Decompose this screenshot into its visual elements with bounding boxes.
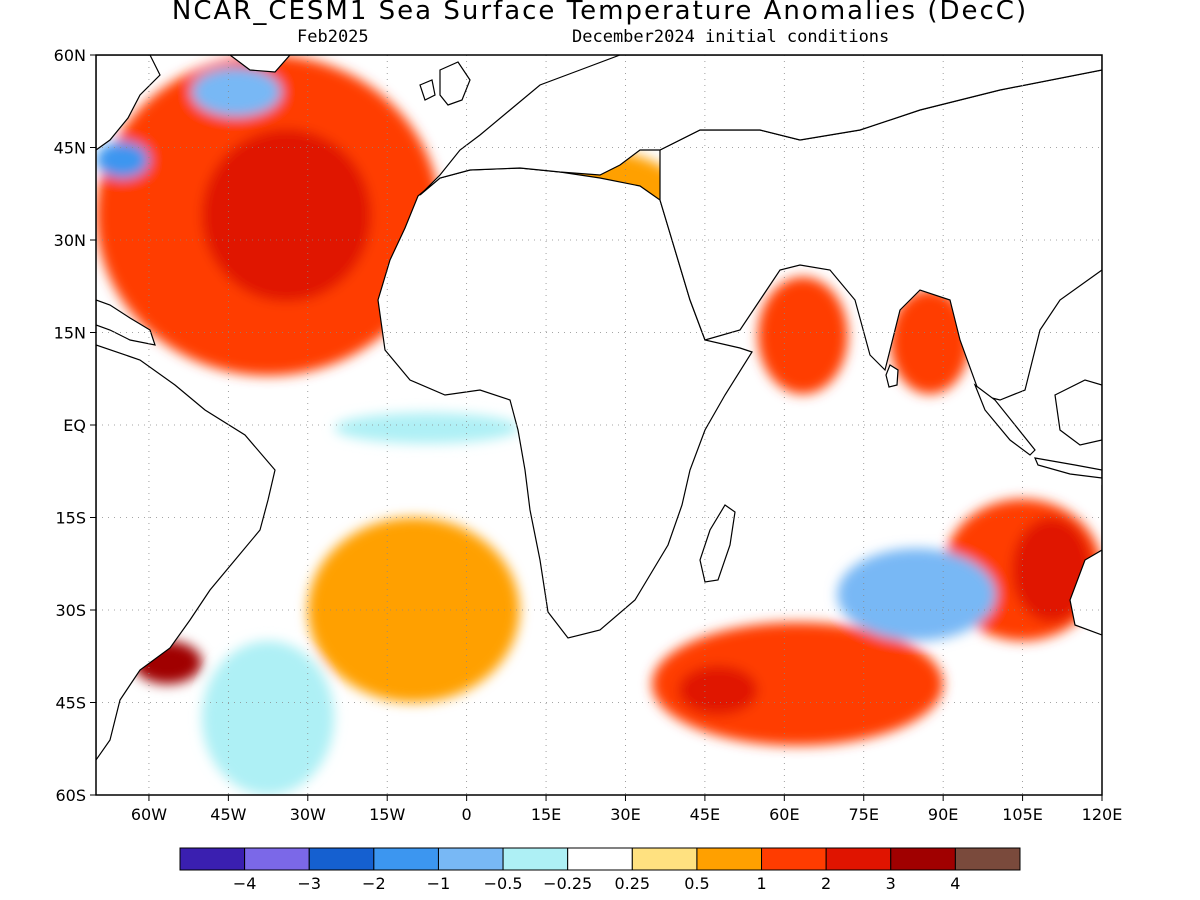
colorbar-swatch xyxy=(502,847,569,871)
colorbar-swatch xyxy=(373,847,439,871)
britain-outline xyxy=(439,61,471,106)
lon-tick-label: 60W xyxy=(131,805,167,824)
lon-tick-label: 105E xyxy=(1002,805,1043,824)
lat-tick-label: 30S xyxy=(55,601,86,620)
axis-labels: 60N 45N 30N 15N EQ 15S 30S 45S 60S 60W 45W 30W 15W 0 1… xyxy=(54,46,1123,824)
colorbar: −4 −3 −2 −1 −0.5 −0.25 0.25 0.5 1 2 3 4 xyxy=(179,847,1021,893)
lat-tick-label: 60S xyxy=(55,786,86,805)
australia-outline xyxy=(1069,485,1102,636)
ireland-outline xyxy=(419,79,436,101)
lat-tick-label: 15N xyxy=(54,324,86,343)
lat-tick-label: 60N xyxy=(54,46,86,65)
anomaly-region-south-indian-warm xyxy=(651,622,944,746)
africa-outline xyxy=(377,167,753,639)
anomaly-region-south-indian-cold xyxy=(837,548,997,641)
lon-tick-label: 120E xyxy=(1082,805,1123,824)
colorbar-swatch xyxy=(179,847,246,871)
colorbar-swatch xyxy=(567,847,633,871)
lat-tick-label: 30N xyxy=(54,231,86,250)
colorbar-label: −3 xyxy=(297,874,321,893)
sri-lanka-outline xyxy=(885,364,899,388)
colorbar-swatch xyxy=(437,847,504,871)
south-america-outline xyxy=(96,344,276,762)
colorbar-swatch xyxy=(696,847,763,871)
colorbar-label: 3 xyxy=(886,874,896,893)
lon-tick-label: 30E xyxy=(610,805,640,824)
lon-tick-label: 15W xyxy=(369,805,405,824)
lon-tick-label: 0 xyxy=(462,805,472,824)
colorbar-swatch xyxy=(954,847,1021,871)
colorbar-label: 1 xyxy=(756,874,766,893)
lat-tick-label: 45S xyxy=(55,694,86,713)
anomaly-region-south-indian-core xyxy=(678,665,758,715)
colorbar-swatch xyxy=(761,847,827,871)
borneo-outline xyxy=(1054,379,1102,446)
greenland-outline xyxy=(229,55,291,73)
lat-tick-label: 45N xyxy=(54,139,86,158)
lon-tick-label: 60E xyxy=(769,805,799,824)
colorbar-label: 2 xyxy=(821,874,831,893)
colorbar-swatch xyxy=(308,847,375,871)
colorbar-swatch xyxy=(825,847,892,871)
lon-tick-label: 30W xyxy=(290,805,326,824)
anomaly-region-south-atlantic-warm xyxy=(307,517,520,703)
lon-tick-label: 45W xyxy=(210,805,246,824)
lat-tick-label: 15S xyxy=(55,509,86,528)
colorbar-label: 0.25 xyxy=(614,874,650,893)
map-title: NCAR_CESM1 Sea Surface Temperature Anoma… xyxy=(171,0,1029,26)
colorbar-label: −1 xyxy=(427,874,451,893)
anomaly-region-nova-scotia-cold xyxy=(96,141,149,179)
java-outline xyxy=(1034,457,1102,479)
colorbar-label: −0.5 xyxy=(484,874,523,893)
colorbar-label: −4 xyxy=(233,874,257,893)
lon-tick-label: 90E xyxy=(928,805,958,824)
north-america-outline xyxy=(96,55,161,151)
lon-tick-label: 15E xyxy=(531,805,561,824)
anomaly-region-gulf-of-guinea-cold xyxy=(334,412,520,444)
initial-conditions: December2024 initial conditions xyxy=(572,27,890,47)
madagascar-outline xyxy=(699,504,736,583)
colorbar-swatch xyxy=(631,847,698,871)
lat-tick-label: EQ xyxy=(63,416,86,435)
anomaly-region-southwest-atlantic-cold xyxy=(201,640,335,795)
colorbar-swatch xyxy=(890,847,956,871)
europe-outline xyxy=(419,55,1102,196)
lon-tick-label: 75E xyxy=(849,805,879,824)
colorbar-swatch xyxy=(244,847,310,871)
colorbar-label: 4 xyxy=(950,874,960,893)
land-masses xyxy=(96,55,1102,762)
colorbar-label: 0.5 xyxy=(684,874,709,893)
colorbar-label: −0.25 xyxy=(543,874,592,893)
sumatra-outline xyxy=(973,383,1036,456)
anomaly-region-arabian-sea xyxy=(757,277,848,395)
caribbean-outline xyxy=(96,299,156,346)
colorbar-label: −2 xyxy=(362,874,386,893)
forecast-month: Feb2025 xyxy=(297,27,369,47)
lon-tick-label: 45E xyxy=(690,805,720,824)
anomaly-region-bay-of-bengal xyxy=(890,289,970,395)
anomaly-region-north-atlantic-core xyxy=(201,129,372,302)
anomaly-region-labrador-cold xyxy=(191,67,282,117)
